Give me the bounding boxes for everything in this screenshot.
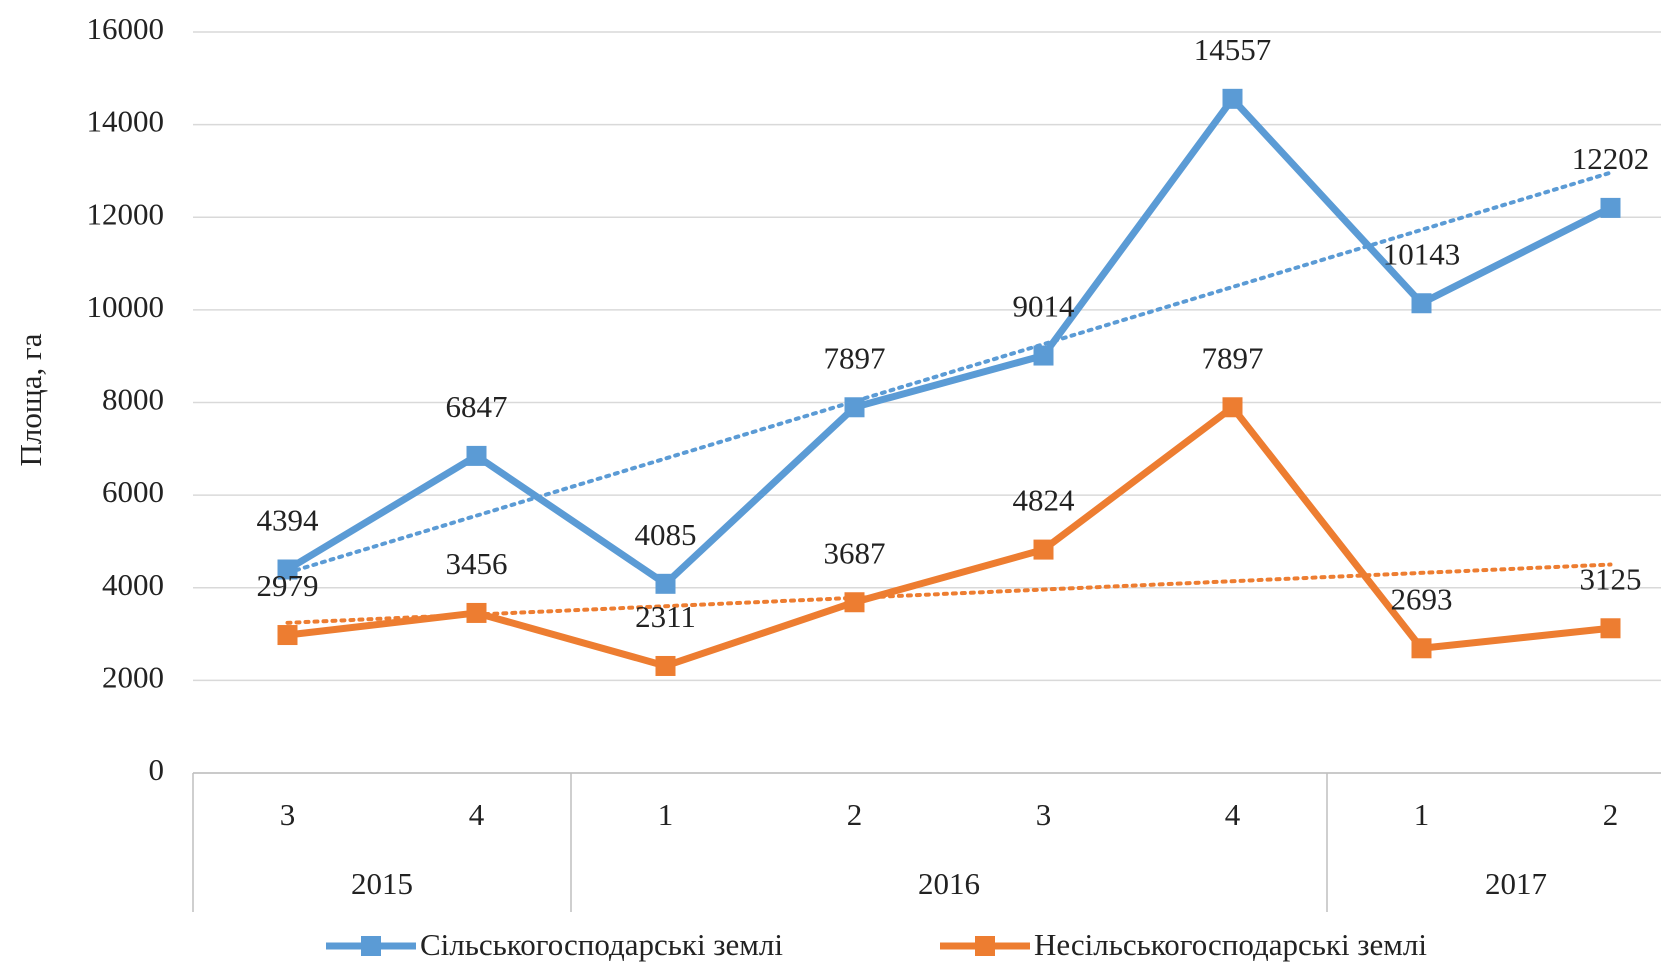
x-tick-label: 2: [1603, 797, 1619, 832]
x-tick-label: 4: [469, 797, 485, 832]
x-tick-label: 2: [847, 797, 863, 832]
y-tick-label: 2000: [102, 659, 164, 694]
marker: [1033, 345, 1054, 366]
marker: [1411, 638, 1432, 659]
x-tick-label: 3: [280, 797, 296, 832]
marker: [844, 592, 865, 613]
legend-marker: [975, 936, 995, 956]
x-tick-label: 4: [1225, 797, 1241, 832]
y-tick-label: 10000: [87, 289, 165, 324]
x-tick-label: 1: [1414, 797, 1430, 832]
marker: [1411, 293, 1432, 314]
trendline: [285, 170, 1613, 575]
legend-marker: [361, 936, 381, 956]
trendline: [285, 562, 1613, 625]
data-label: 2693: [1391, 581, 1453, 616]
x-group-label: 2015: [351, 866, 413, 901]
y-tick-label: 4000: [102, 567, 164, 602]
data-label: 3687: [824, 535, 886, 570]
marker: [844, 397, 865, 418]
data-label: 4394: [257, 503, 320, 538]
marker: [1600, 197, 1621, 218]
y-tick-label: 0: [149, 752, 165, 787]
data-label: 3125: [1580, 561, 1642, 596]
legend-label: Сільськогосподарські землі: [420, 927, 783, 962]
marker: [1222, 88, 1243, 109]
y-tick-label: 8000: [102, 382, 164, 417]
data-label: 6847: [446, 389, 508, 424]
series-line: [287, 403, 1611, 670]
data-label: 10143: [1383, 236, 1461, 271]
data-label: 4824: [1013, 483, 1076, 518]
data-label: 3456: [446, 546, 508, 581]
marker: [277, 559, 298, 580]
marker: [1600, 618, 1621, 639]
marker: [655, 655, 676, 676]
legend-label: Несільськогосподарські землі: [1034, 927, 1427, 962]
data-label: 7897: [1202, 340, 1264, 375]
x-group-label: 2017: [1485, 866, 1547, 901]
y-tick-label: 6000: [102, 474, 164, 509]
data-label: 12202: [1572, 141, 1650, 176]
y-tick-label: 14000: [87, 104, 165, 139]
x-group-label: 2016: [918, 866, 980, 901]
data-label: 14557: [1194, 32, 1272, 67]
data-label: 7897: [824, 340, 886, 375]
y-tick-label: 12000: [87, 196, 165, 231]
x-tick-label: 3: [1036, 797, 1052, 832]
data-label: 4085: [635, 517, 697, 552]
y-axis-title: Площа, га: [13, 333, 48, 466]
data-label: 9014: [1013, 289, 1076, 324]
marker: [1222, 397, 1243, 418]
marker: [655, 573, 676, 594]
x-tick-label: 1: [658, 797, 674, 832]
data-label: 2979: [257, 568, 319, 603]
marker: [1033, 539, 1054, 560]
data-label: 2311: [635, 599, 696, 634]
series-line: [285, 95, 1613, 588]
y-tick-label: 16000: [87, 11, 165, 46]
marker: [466, 445, 487, 466]
marker: [277, 625, 298, 646]
marker: [466, 602, 487, 623]
